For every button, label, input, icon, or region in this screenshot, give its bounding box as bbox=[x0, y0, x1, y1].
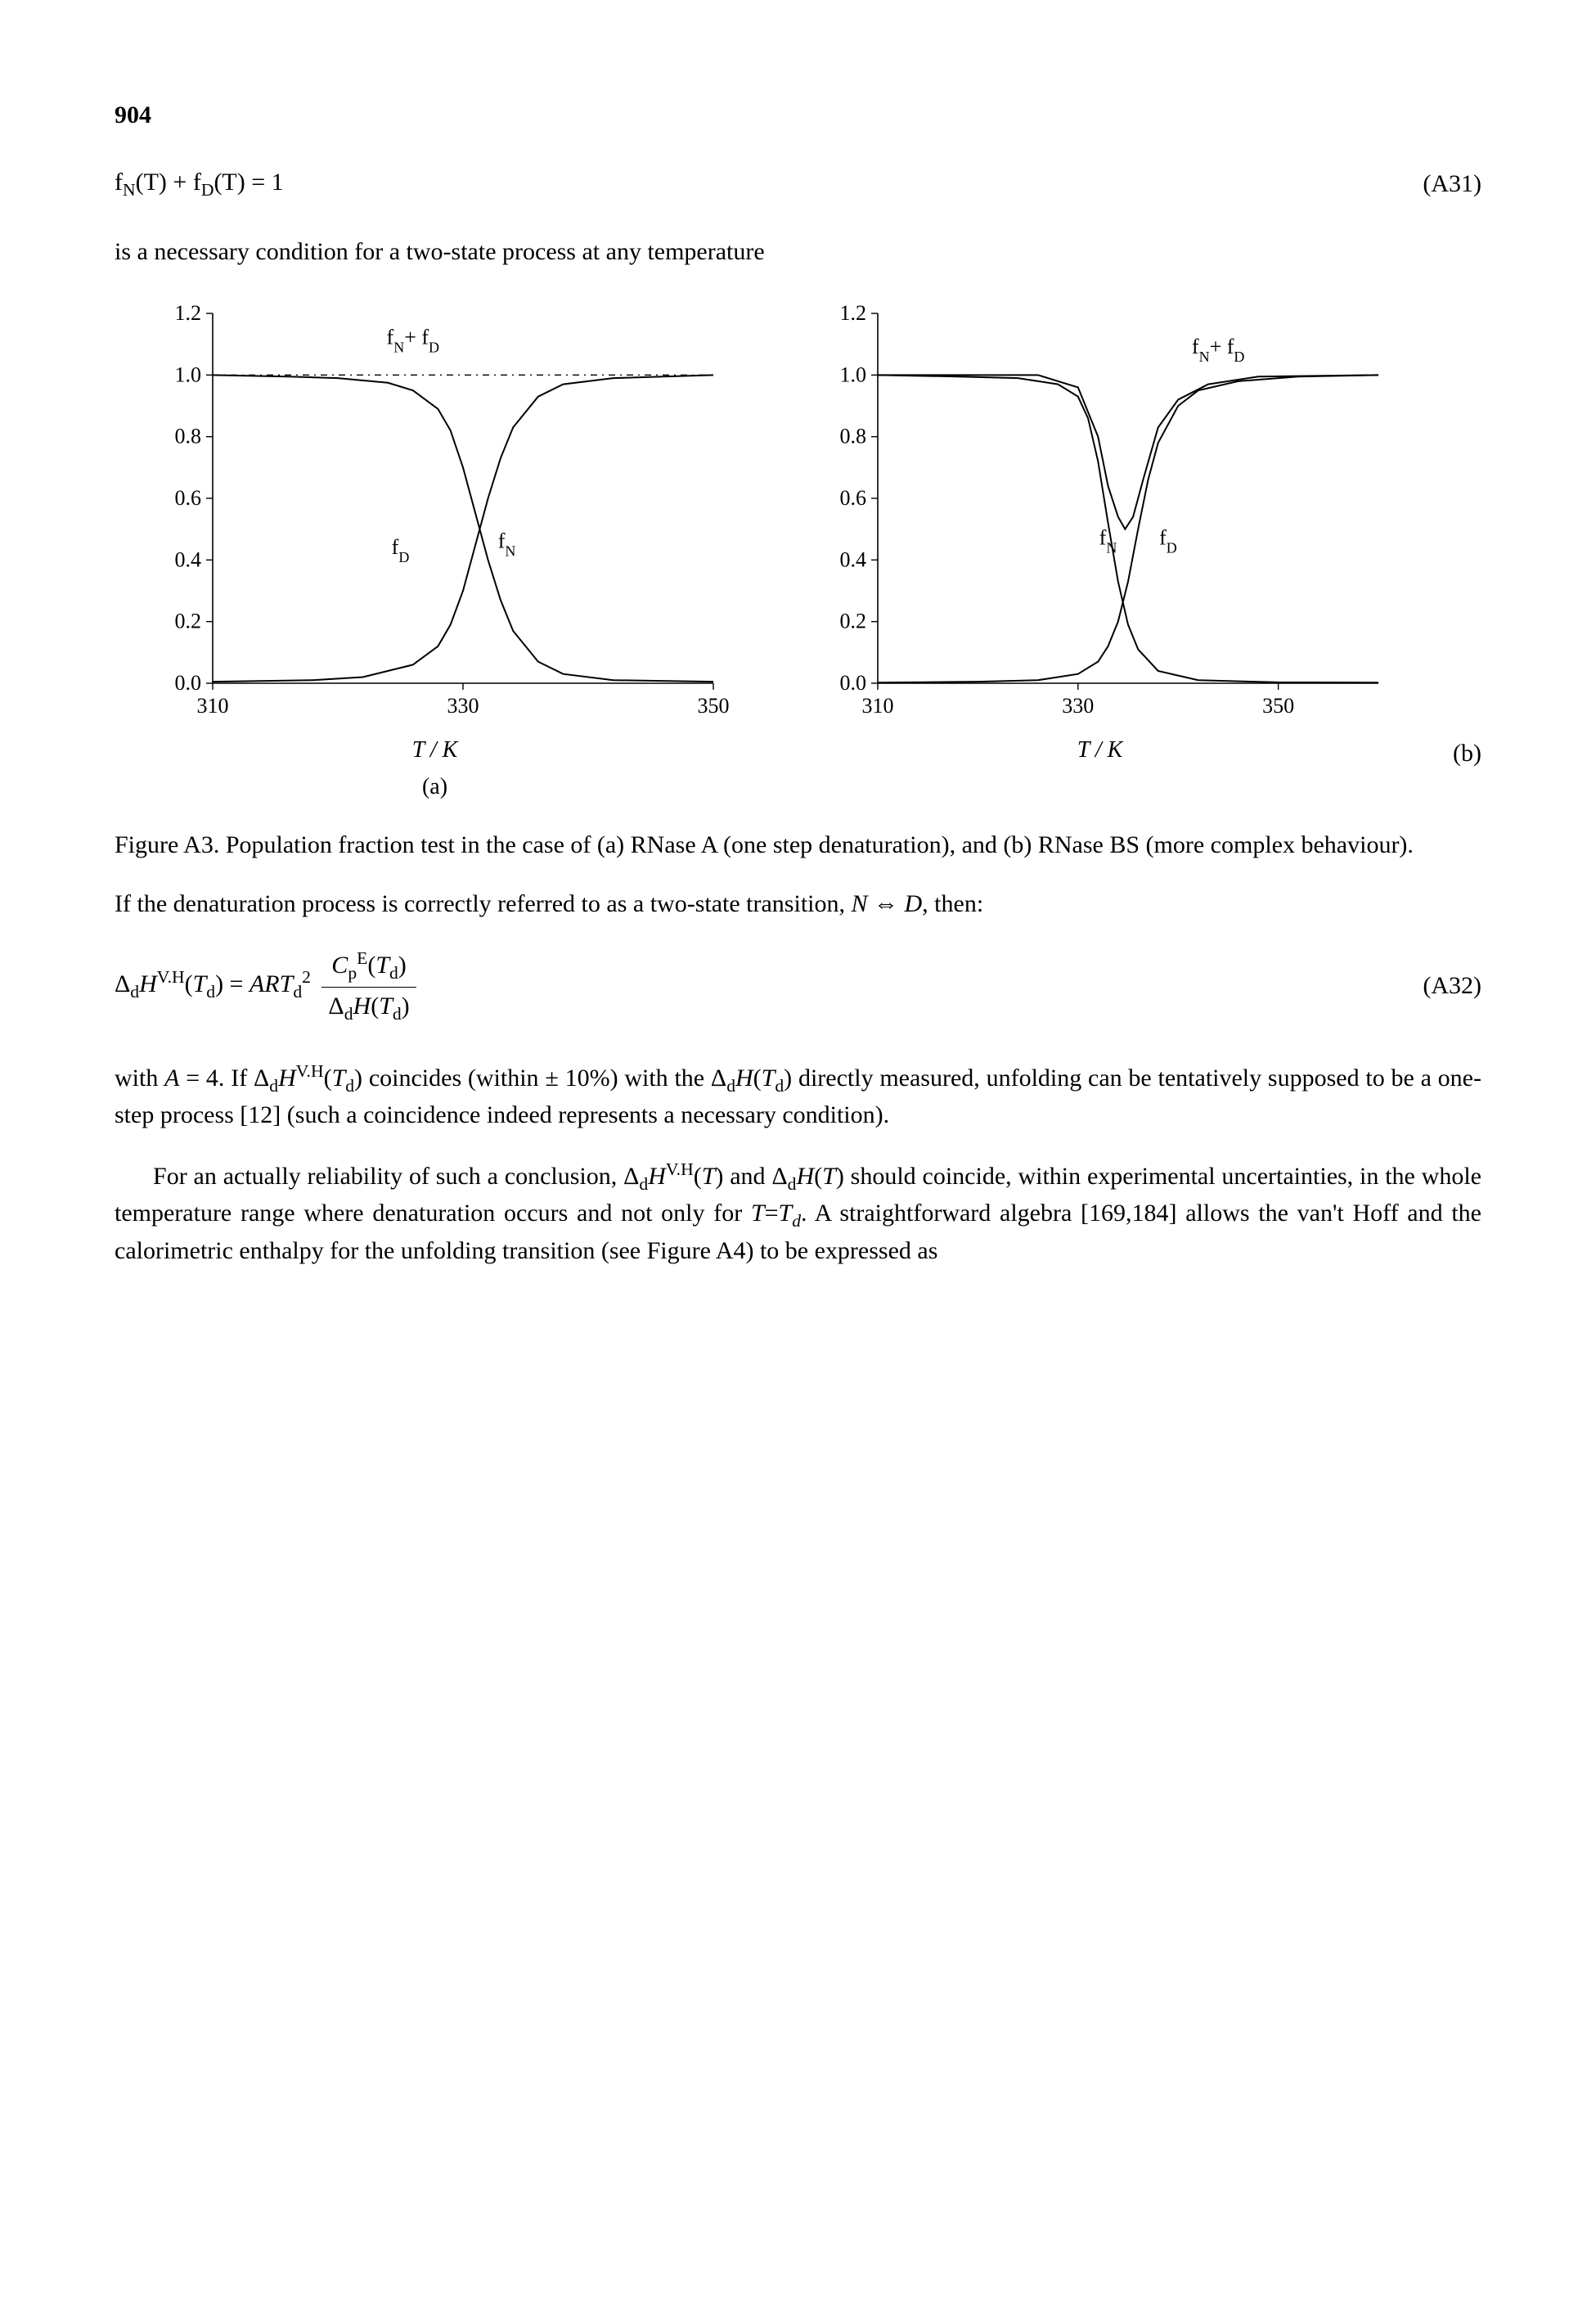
svg-text:330: 330 bbox=[447, 694, 479, 718]
chart-panel-b: 0.0 0.2 0.4 0.6 0.8 1.0 1.2 310 330 350 fN+ fD fD fN bbox=[806, 302, 1395, 727]
svg-text:fN: fN bbox=[497, 529, 515, 559]
paragraph-3: with A = 4. If ΔdHV.H(Td) coincides (wit… bbox=[115, 1059, 1481, 1132]
chart-panel-a: 0.0 0.2 0.4 0.6 0.8 1.0 1.2 310 330 350 fN+ fD fD fN bbox=[141, 302, 730, 727]
svg-text:1.0: 1.0 bbox=[174, 363, 201, 387]
paragraph-4: For an actually reliability of such a co… bbox=[115, 1157, 1481, 1267]
svg-text:0.8: 0.8 bbox=[174, 425, 201, 448]
svg-text:fD: fD bbox=[391, 535, 409, 565]
svg-text:0.2: 0.2 bbox=[839, 610, 866, 633]
figure-a3-panel-b: 0.0 0.2 0.4 0.6 0.8 1.0 1.2 310 330 350 fN+ fD fD fN… bbox=[780, 302, 1420, 766]
paragraph-4a: For an actually reliability of such a co… bbox=[153, 1163, 623, 1190]
page-number: 904 bbox=[115, 98, 1481, 133]
paragraph-3a: with bbox=[115, 1065, 164, 1092]
paragraph-2a: If the denaturation process is correctly… bbox=[115, 890, 851, 917]
equation-a31-row: fN(T) + fD(T) = 1 (A31) bbox=[115, 165, 1481, 202]
figure-a3: 0.0 0.2 0.4 0.6 0.8 1.0 1.2 310 330 350 fN+ fD fD fN… bbox=[115, 302, 1481, 803]
paragraph-2b: , then: bbox=[922, 890, 983, 917]
equation-a31: fN(T) + fD(T) = 1 bbox=[115, 165, 284, 202]
svg-text:fN+ fD: fN+ fD bbox=[386, 326, 439, 356]
svg-text:1.2: 1.2 bbox=[839, 302, 866, 325]
svg-text:0.2: 0.2 bbox=[174, 610, 201, 633]
panel-a-xlabel: T / K bbox=[412, 734, 458, 766]
equation-a32-label: (A32) bbox=[1423, 969, 1481, 1003]
svg-text:310: 310 bbox=[196, 694, 228, 718]
svg-text:0.0: 0.0 bbox=[174, 671, 201, 695]
svg-text:fD: fD bbox=[1159, 526, 1177, 556]
svg-text:1.2: 1.2 bbox=[174, 302, 201, 325]
paragraph-2: If the denaturation process is correctly… bbox=[115, 887, 1481, 921]
svg-text:fN: fN bbox=[1099, 526, 1117, 556]
svg-text:fN+ fD: fN+ fD bbox=[1191, 335, 1244, 365]
svg-text:0.4: 0.4 bbox=[174, 548, 201, 572]
svg-text:0.6: 0.6 bbox=[174, 486, 201, 510]
svg-text:0.8: 0.8 bbox=[839, 425, 866, 448]
paragraph-3c: coincides (within ± 10%) with the bbox=[362, 1065, 711, 1092]
paragraph-1: is a necessary condition for a two-state… bbox=[115, 235, 1481, 269]
svg-text:1.0: 1.0 bbox=[839, 363, 866, 387]
paragraph-3b: = 4. If bbox=[179, 1065, 254, 1092]
equation-a32-row: ΔdHV.H(Td) = ARTd2 CpE(Td) ΔdH(Td) (A32) bbox=[115, 946, 1481, 1026]
panel-b-sublabel: (b) bbox=[1453, 736, 1481, 804]
equation-a31-label: (A31) bbox=[1423, 167, 1481, 201]
svg-text:0.6: 0.6 bbox=[839, 486, 866, 510]
svg-text:330: 330 bbox=[1062, 694, 1094, 718]
panel-b-xlabel: T / K bbox=[1077, 734, 1123, 766]
figure-a3-panel-a: 0.0 0.2 0.4 0.6 0.8 1.0 1.2 310 330 350 fN+ fD fD fN… bbox=[115, 302, 755, 803]
paragraph-4b: and bbox=[723, 1163, 771, 1190]
svg-text:0.0: 0.0 bbox=[839, 671, 866, 695]
svg-text:350: 350 bbox=[1262, 694, 1294, 718]
panel-a-sublabel: (a) bbox=[422, 771, 447, 803]
figure-a3-caption: Figure A3. Population fraction test in t… bbox=[115, 828, 1481, 862]
svg-text:310: 310 bbox=[861, 694, 893, 718]
svg-text:0.4: 0.4 bbox=[839, 548, 866, 572]
equation-a32: ΔdHV.H(Td) = ARTd2 CpE(Td) ΔdH(Td) bbox=[115, 946, 421, 1026]
svg-text:350: 350 bbox=[697, 694, 729, 718]
